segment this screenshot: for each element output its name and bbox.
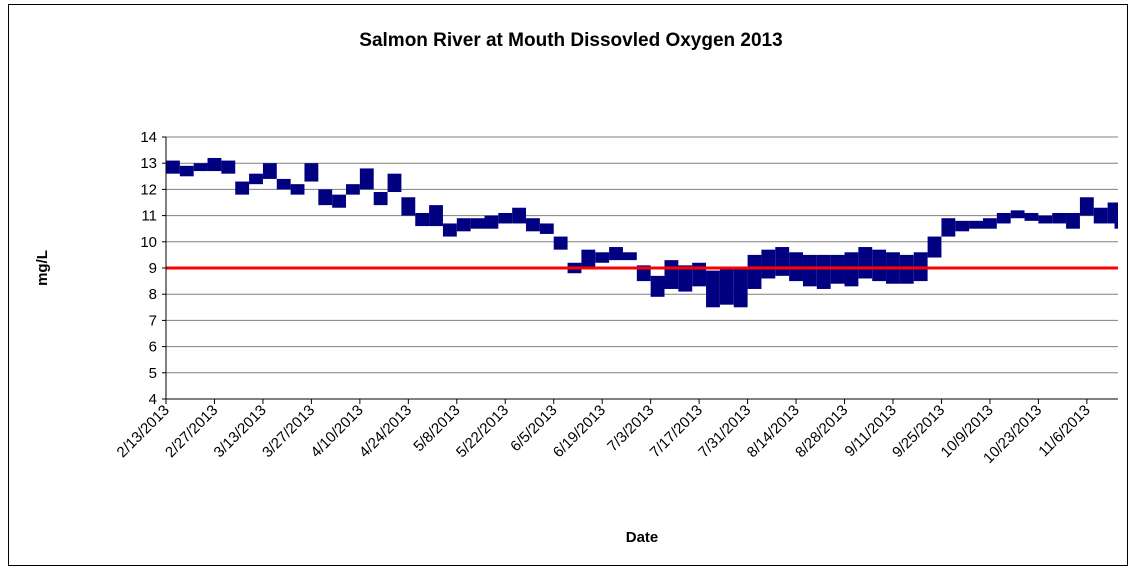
daily-range (235, 181, 250, 195)
daily-range (498, 212, 513, 224)
daily-range (761, 249, 776, 279)
daily-range (401, 197, 416, 216)
daily-range (969, 220, 983, 229)
daily-range (955, 220, 970, 232)
daily-range (1052, 212, 1067, 224)
daily-range (982, 218, 997, 229)
daily-range (1038, 215, 1053, 224)
y-tick-label: 8 (149, 286, 157, 303)
daily-range (775, 247, 790, 276)
daily-range (1093, 207, 1108, 224)
daily-range (442, 223, 457, 237)
daily-range (1114, 215, 1118, 229)
daily-range (526, 218, 540, 232)
y-tick-label: 12 (140, 181, 157, 198)
daily-range (470, 218, 485, 229)
daily-range (706, 270, 720, 308)
chart-title: Salmon River at Mouth Dissovled Oxygen 2… (359, 30, 782, 51)
daily-range (650, 275, 665, 297)
daily-range (1107, 202, 1118, 224)
daily-range (595, 252, 610, 263)
y-tick-label: 5 (149, 365, 157, 382)
daily-range (927, 236, 942, 258)
daily-range (539, 223, 554, 234)
daily-range (276, 178, 291, 190)
chart-frame (8, 4, 1128, 566)
daily-range (332, 194, 347, 208)
daily-range (678, 265, 693, 292)
daily-range (1066, 212, 1080, 229)
daily-range (872, 249, 887, 282)
daily-range (262, 163, 277, 179)
daily-range (816, 254, 831, 289)
daily-range (318, 189, 333, 206)
y-tick-label: 6 (149, 339, 157, 356)
daily-range (692, 262, 707, 287)
x-axis-label: Date (626, 529, 659, 546)
daily-range (221, 160, 236, 174)
daily-range (456, 218, 471, 232)
y-tick-label: 7 (149, 312, 157, 329)
daily-range (719, 268, 734, 305)
daily-range (1024, 212, 1039, 221)
y-tick-label: 9 (149, 260, 157, 277)
daily-range (733, 268, 748, 308)
daily-range (609, 247, 623, 261)
daily-range (290, 184, 305, 195)
daily-range (346, 184, 360, 195)
daily-range (249, 173, 263, 185)
y-tick-label: 13 (140, 155, 157, 172)
daily-range (1079, 197, 1094, 216)
daily-range (1010, 210, 1025, 219)
daily-range (179, 165, 194, 177)
daily-range (373, 192, 388, 206)
daily-range (941, 218, 956, 237)
daily-range (553, 236, 568, 250)
daily-range (747, 254, 762, 289)
daily-range (512, 207, 527, 224)
daily-range (207, 157, 222, 172)
daily-range (359, 168, 374, 190)
y-tick-label: 4 (149, 391, 157, 408)
daily-range (802, 254, 817, 287)
daily-range (581, 249, 596, 268)
daily-range (415, 212, 430, 227)
y-tick-label: 11 (141, 208, 157, 225)
daily-range (996, 212, 1011, 224)
daily-range (664, 260, 679, 289)
y-tick-label: 10 (140, 234, 157, 251)
daily-range (387, 173, 402, 193)
y-axis-label: mg/L (34, 250, 51, 286)
daily-range (622, 252, 637, 261)
daily-range (166, 160, 180, 174)
daily-range (304, 163, 319, 182)
y-tick-label: 14 (140, 129, 157, 146)
daily-range (858, 247, 873, 279)
daily-range (429, 205, 443, 227)
daily-range (484, 215, 499, 229)
daily-range (193, 163, 208, 172)
